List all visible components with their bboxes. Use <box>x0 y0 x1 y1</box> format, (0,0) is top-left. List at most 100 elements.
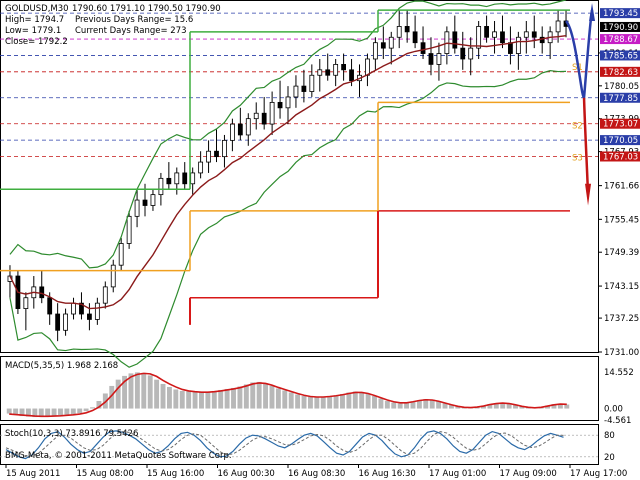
candle-body <box>158 177 164 196</box>
macd-label: MACD(5,35,5) 1.968 2.168 <box>5 361 118 371</box>
candle-body <box>118 243 124 266</box>
price-tick-label: 1737.25 <box>604 314 639 324</box>
candle-body <box>388 36 394 49</box>
candle-body <box>277 101 283 109</box>
candle-body <box>420 42 426 54</box>
candle-body <box>436 53 442 65</box>
candle-body <box>341 64 347 71</box>
price-tag-label: 1793.45 <box>603 9 638 19</box>
price-tick-label: 1780.05 <box>604 82 639 92</box>
support-level-label: S3 <box>572 153 583 163</box>
stoch-panel-frame <box>0 424 599 465</box>
price-tag-label: 1788.67 <box>603 35 638 45</box>
candle-body <box>261 112 267 125</box>
candle-body <box>500 31 505 44</box>
candle-body <box>198 161 204 174</box>
header-curr-range: Current Days Range= 273 <box>75 26 187 36</box>
price-tag <box>600 135 640 146</box>
price-tick-label: 1755.45 <box>604 215 639 225</box>
projection-arrow-icon <box>585 183 592 206</box>
macd-tick-label: 14.552 <box>604 368 634 378</box>
candle-body <box>190 172 196 185</box>
candle-body <box>134 199 140 217</box>
candle-body <box>245 118 251 136</box>
candle-body <box>237 123 243 136</box>
candle-body <box>269 101 275 125</box>
candle-body <box>142 199 148 206</box>
header-symbol: GOLDUSD,M30 <box>5 4 69 14</box>
time-tick-label: 15 Aug 08:00 <box>77 469 134 479</box>
stoch-label: Stoch(10,3,3) 73.8916 79.5426 <box>5 429 138 439</box>
price-tag-label: 1777.85 <box>603 94 638 104</box>
candle-body <box>428 53 434 65</box>
candle-body <box>365 58 370 76</box>
candle-body <box>110 264 116 288</box>
candle-body <box>372 42 378 60</box>
stoch-tick-label: 20 <box>604 453 615 463</box>
time-tick-label: 16 Aug 08:30 <box>288 469 345 479</box>
candle-body <box>126 215 132 244</box>
candle-body <box>71 302 76 315</box>
header-prev-range: Previous Days Range= 15.6 <box>75 15 193 25</box>
support-level-label: S2 <box>572 121 583 131</box>
macd-tick-label: 0.00 <box>604 405 623 415</box>
candle-body <box>476 26 482 49</box>
price-tick-label: 1731.00 <box>604 348 639 358</box>
price-tag-label: 1785.65 <box>603 51 638 61</box>
candle-body <box>301 85 307 92</box>
stoch-tick-label: 80 <box>604 431 615 441</box>
candle-body <box>412 31 418 44</box>
header-low: Low= 1779.1 <box>5 26 61 36</box>
candle-body <box>317 69 323 76</box>
candle-body <box>102 286 108 304</box>
price-tag <box>600 118 640 129</box>
candle-body <box>515 36 521 54</box>
price-tick-label: 1743.15 <box>604 282 639 292</box>
macd-plot[interactable]: 14.552 0.00-4.561 <box>6 368 634 426</box>
candle-body <box>293 85 299 98</box>
candle-body <box>484 26 489 38</box>
header-close: Close= 1792.2 <box>5 37 68 47</box>
bollinger-lower <box>9 70 567 368</box>
projection-arrow-icon <box>589 3 596 21</box>
candle-body <box>206 150 211 163</box>
time-tick-label: 15 Aug 2011 <box>6 469 60 479</box>
macd-tick-label: -4.561 <box>604 416 631 426</box>
price-tick-label: 1761.66 <box>604 182 639 192</box>
price-tag-label: 1773.07 <box>603 120 638 130</box>
candle-body <box>166 177 172 185</box>
candle-body <box>508 42 513 54</box>
time-tick-label: 17 Aug 01:00 <box>429 469 486 479</box>
candle-body <box>325 69 331 76</box>
candle-body <box>468 47 474 60</box>
price-tag-label: 1782.63 <box>603 68 638 78</box>
main-panel-frame <box>0 0 599 353</box>
candle-body <box>229 123 235 141</box>
macd-panel-frame <box>0 356 599 421</box>
candle-body <box>333 64 339 76</box>
header-high: High= 1794.7 <box>5 15 64 25</box>
stoch-plot[interactable]: 80 20 <box>0 430 615 463</box>
candle-body <box>285 96 291 109</box>
candle-body <box>492 31 497 38</box>
time-tick-label: 15 Aug 16:00 <box>147 469 204 479</box>
candle-body <box>47 297 53 315</box>
macd-signal-line <box>9 372 567 418</box>
time-tick-label: 17 Aug 09:00 <box>500 469 557 479</box>
candle-body <box>309 74 315 92</box>
candle-body <box>404 26 410 33</box>
price-tag <box>600 66 640 77</box>
price-tag <box>600 21 640 32</box>
time-axis: 15 Aug 2011 15 Aug 08:00 15 Aug 16:00 16 Au… <box>5 464 627 479</box>
candle-body <box>452 31 458 49</box>
candle-body <box>531 31 537 38</box>
price-tags: 1793.45 1790.90 1788.67 1785.65 1782.63 1777.… <box>600 8 640 162</box>
candle-body <box>174 172 180 185</box>
candle-body <box>555 20 561 33</box>
candle-body <box>150 194 156 206</box>
candle-body <box>94 302 100 320</box>
candle-body <box>87 313 92 320</box>
candle-body <box>63 313 68 331</box>
